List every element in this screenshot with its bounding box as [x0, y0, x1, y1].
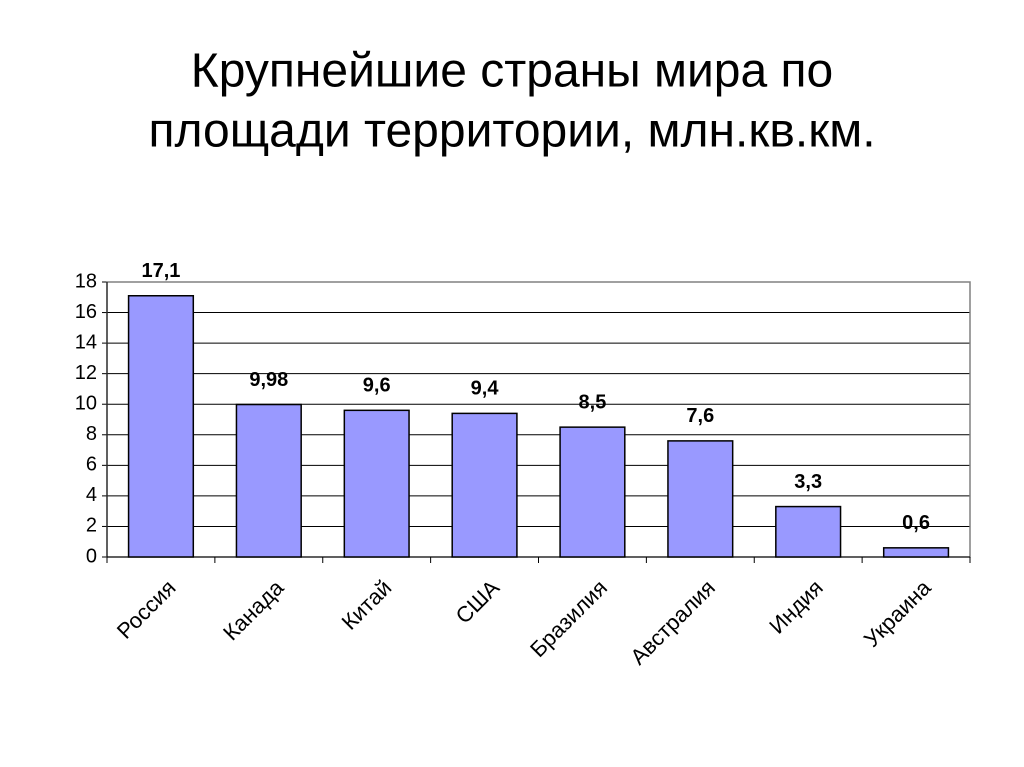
value-label: 17,1 [141, 260, 180, 282]
y-tick-label: 10 [75, 393, 97, 415]
y-tick-label: 6 [86, 454, 97, 476]
x-tick-label: Индия [764, 575, 828, 639]
y-tick-label: 8 [86, 423, 97, 445]
bar [559, 426, 626, 558]
bar [451, 412, 518, 558]
bar [343, 409, 410, 558]
x-tick-label: Россия [112, 575, 181, 644]
bar [775, 505, 842, 558]
y-tick-label: 2 [86, 515, 97, 537]
bar [127, 295, 195, 558]
x-tick-label: Украина [859, 574, 936, 651]
value-label: 3,3 [794, 471, 822, 493]
x-tick-label: Китай [337, 575, 397, 635]
y-tick-label: 14 [75, 331, 97, 353]
y-tick-label: 4 [86, 484, 97, 506]
y-tick-label: 0 [86, 545, 97, 567]
y-tick-label: 12 [75, 362, 97, 384]
y-tick-label: 16 [75, 301, 97, 323]
chart-title: Крупнейшие страны мира по [191, 45, 833, 98]
x-tick-label: США [451, 575, 505, 629]
x-tick-label: Канада [218, 574, 289, 645]
bar [235, 403, 302, 558]
bar [667, 440, 734, 558]
value-label: 9,6 [363, 375, 391, 397]
value-label: 9,98 [249, 369, 288, 391]
value-label: 7,6 [686, 405, 714, 427]
x-tick-label: Бразилия [525, 575, 612, 662]
bar [882, 547, 950, 558]
value-label: 8,5 [579, 391, 607, 413]
value-label: 0,6 [902, 512, 930, 534]
chart-title: площади территории, млн.кв.км. [148, 105, 875, 158]
x-tick-label: Австралия [625, 575, 720, 670]
y-tick-label: 18 [75, 270, 97, 292]
value-label: 9,4 [471, 378, 500, 400]
